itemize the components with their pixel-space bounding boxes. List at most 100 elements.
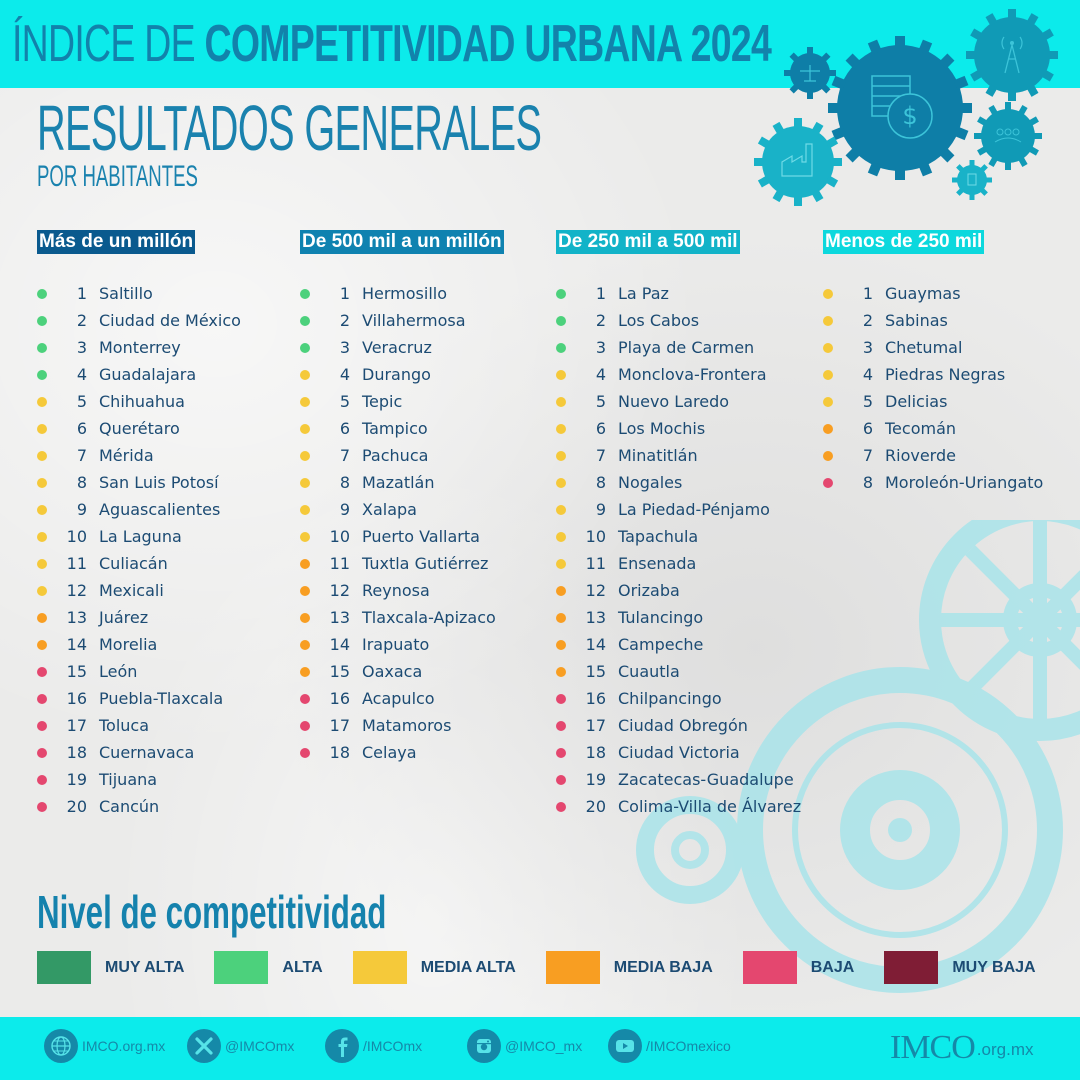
city-name: Los Cabos: [618, 311, 700, 330]
logo-text: IMCO: [890, 1029, 976, 1066]
rank-number: 16: [585, 689, 606, 708]
city-name: Aguascalientes: [99, 500, 221, 519]
ranking-item: 12 Mexicali: [37, 577, 241, 604]
city-name: León: [99, 662, 138, 681]
column-less-than-250k: Menos de 250 mil 1 Guaymas 2 Sabinas 3 Chetum…: [823, 230, 1043, 496]
city-name: Saltillo: [99, 284, 153, 303]
x-link[interactable]: @IMCOmx: [187, 1029, 294, 1063]
level-dot-icon: [300, 504, 310, 515]
ranking-item: 8 Moroleón-Uriangato: [823, 469, 1043, 496]
city-name: Delicias: [885, 392, 948, 411]
rank-number: 17: [329, 716, 350, 735]
ranking-item: 13 Juárez: [37, 604, 241, 631]
city-name: Moroleón-Uriangato: [885, 473, 1044, 492]
column-250k-500k: De 250 mil a 500 mil 1 La Paz 2 Los Cabos 3 P…: [556, 230, 801, 820]
ranking-item: 1 Hermosillo: [300, 280, 504, 307]
ranking-item: 3 Playa de Carmen: [556, 334, 801, 361]
ranking-item: 16 Acapulco: [300, 685, 504, 712]
level-dot-icon: [300, 639, 310, 650]
scales-gear-icon: [784, 47, 836, 99]
ranking-item: 18 Cuernavaca: [37, 739, 241, 766]
city-name: Tepic: [362, 392, 403, 411]
rank-number: 18: [329, 743, 350, 762]
column-header: De 250 mil a 500 mil: [556, 230, 740, 254]
city-name: Villahermosa: [362, 311, 466, 330]
ranking-item: 16 Chilpancingo: [556, 685, 801, 712]
city-name: Zacatecas-Guadalupe: [618, 770, 794, 789]
rank-number: 12: [66, 581, 87, 600]
ranking-item: 7 Pachuca: [300, 442, 504, 469]
rank-number: 18: [66, 743, 87, 762]
legend-label: BAJA: [810, 958, 855, 976]
website-link[interactable]: IMCO.org.mx: [44, 1029, 165, 1063]
city-name: Tulancingo: [618, 608, 704, 627]
globe-icon: [44, 1029, 78, 1063]
ranking-list: 1 Guaymas 2 Sabinas 3 Chetumal 4 Piedras Negras…: [823, 280, 1043, 496]
ranking-item: 4 Monclova-Frontera: [556, 361, 801, 388]
ranking-item: 15 Cuautla: [556, 658, 801, 685]
ranking-item: 5 Delicias: [823, 388, 1043, 415]
level-dot-icon: [300, 693, 310, 704]
ranking-item: 7 Rioverde: [823, 442, 1043, 469]
ranking-list: 1 Hermosillo 2 Villahermosa 3 Veracruz 4 Durang…: [300, 280, 504, 766]
ranking-item: 20 Colima-Villa de Álvarez: [556, 793, 801, 820]
rank-number: 7: [862, 446, 873, 465]
city-name: Tuxtla Gutiérrez: [362, 554, 489, 573]
level-dot-icon: [556, 639, 566, 650]
instagram-link[interactable]: @IMCO_mx: [467, 1029, 582, 1063]
city-name: Nuevo Laredo: [618, 392, 730, 411]
city-name: Playa de Carmen: [618, 338, 755, 357]
city-name: Campeche: [618, 635, 704, 654]
rank-number: 6: [76, 419, 87, 438]
rank-number: 15: [585, 662, 606, 681]
section-subtitle: POR HABITANTES: [37, 160, 198, 193]
legend-label: ALTA: [282, 958, 323, 976]
youtube-link[interactable]: /IMCOmexico: [608, 1029, 731, 1063]
city-name: Ciudad de México: [99, 311, 241, 330]
level-dot-icon: [556, 720, 566, 731]
city-name: Irapuato: [362, 635, 430, 654]
ranking-item: 1 Saltillo: [37, 280, 241, 307]
level-dot-icon: [556, 288, 566, 299]
ranking-item: 14 Irapuato: [300, 631, 504, 658]
city-name: Ensenada: [618, 554, 697, 573]
ranking-item: 15 León: [37, 658, 241, 685]
city-name: Hermosillo: [362, 284, 448, 303]
competitiveness-legend: MUY ALTA ALTA MEDIA ALTA MEDIA BAJA BAJA MUY …: [37, 951, 1036, 984]
ranking-item: 13 Tulancingo: [556, 604, 801, 631]
ranking-item: 18 Celaya: [300, 739, 504, 766]
rank-number: 10: [329, 527, 350, 546]
antenna-gear-icon: [966, 9, 1058, 101]
ranking-item: 9 La Piedad-Pénjamo: [556, 496, 801, 523]
city-name: Juárez: [99, 608, 149, 627]
rank-number: 8: [76, 473, 87, 492]
level-dot-icon: [300, 423, 310, 434]
legend-item: MUY BAJA: [884, 951, 1036, 984]
rank-number: 6: [339, 419, 350, 438]
ranking-item: 10 La Laguna: [37, 523, 241, 550]
rank-number: 13: [329, 608, 350, 627]
level-dot-icon: [37, 558, 47, 569]
city-name: Guadalajara: [99, 365, 197, 384]
ranking-item: 14 Campeche: [556, 631, 801, 658]
level-dot-icon: [556, 747, 566, 758]
ranking-item: 6 Tecomán: [823, 415, 1043, 442]
facebook-link[interactable]: /IMCOmx: [325, 1029, 422, 1063]
level-dot-icon: [37, 450, 47, 461]
youtube-label: /IMCOmexico: [646, 1038, 731, 1054]
rank-number: 13: [585, 608, 606, 627]
rank-number: 14: [66, 635, 87, 654]
level-dot-icon: [300, 396, 310, 407]
ranking-item: 8 San Luis Potosí: [37, 469, 241, 496]
city-name: La Paz: [618, 284, 669, 303]
rank-number: 2: [76, 311, 87, 330]
gears-illustration: $: [754, 9, 1058, 206]
rank-number: 6: [862, 419, 873, 438]
website-label: IMCO.org.mx: [82, 1038, 166, 1054]
level-dot-icon: [37, 720, 47, 731]
city-name: Piedras Negras: [885, 365, 1006, 384]
x-icon: [187, 1029, 221, 1063]
city-name: Durango: [362, 365, 431, 384]
main-title: ÍNDICE DE COMPETITIVIDAD URBANA 2024: [12, 10, 772, 78]
city-name: Tecomán: [885, 419, 957, 438]
